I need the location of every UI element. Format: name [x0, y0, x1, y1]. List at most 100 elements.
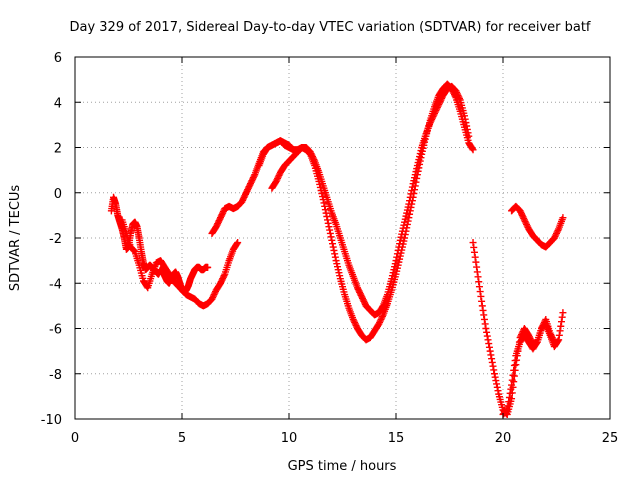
data-point-marker [490, 370, 498, 378]
series-track-5 [268, 80, 477, 344]
data-point-marker [510, 361, 518, 369]
y-tick-label: -4 [49, 277, 62, 292]
data-point-marker [485, 343, 493, 351]
data-point-marker [408, 200, 416, 208]
chart-title: Day 329 of 2017, Sidereal Day-to-day VTE… [69, 20, 590, 35]
x-tick-label: 10 [281, 431, 298, 446]
data-point-marker [404, 217, 412, 225]
data-point-marker [451, 92, 459, 100]
data-point-marker [402, 227, 410, 235]
x-tick-label: 5 [178, 431, 186, 446]
data-point-marker [325, 223, 333, 231]
data-point-marker [129, 246, 137, 254]
data-point-marker [493, 383, 501, 391]
y-tick-label: -8 [49, 368, 62, 383]
data-point-marker [559, 309, 567, 317]
series-track-2 [118, 216, 242, 310]
data-point-marker [507, 385, 515, 393]
data-point-marker [417, 154, 425, 162]
data-point-marker [511, 357, 519, 365]
data-point-marker [413, 174, 421, 182]
data-point-marker [503, 406, 511, 414]
data-point-marker [505, 394, 513, 402]
data-point-marker [468, 145, 476, 153]
series-track-7 [499, 315, 558, 418]
data-point-marker [415, 164, 423, 172]
data-point-marker [472, 258, 480, 266]
axis-ticks: 0 5 10 15 20 25 -10 -8 -6 -4 -2 0 2 4 6 [41, 51, 619, 446]
data-point-marker [478, 302, 486, 310]
data-point-marker [554, 226, 562, 234]
y-tick-label: 0 [54, 187, 62, 202]
data-point-marker [474, 273, 482, 281]
data-point-marker [480, 315, 488, 323]
data-point-marker [324, 219, 332, 227]
data-point-marker [508, 376, 516, 384]
data-point-marker [479, 306, 487, 314]
data-point-marker [484, 336, 492, 344]
data-point-marker [494, 387, 502, 395]
data-point-marker [409, 193, 417, 201]
x-tick-label: 15 [388, 431, 405, 446]
data-point-marker [550, 337, 558, 345]
data-point-marker [508, 381, 516, 389]
data-point-marker [473, 268, 481, 276]
data-point-marker [331, 253, 339, 261]
data-point-marker [220, 272, 228, 280]
data-point-marker [323, 213, 331, 221]
data-point-marker [414, 167, 422, 175]
y-tick-label: 2 [54, 142, 62, 157]
data-point-marker [510, 366, 518, 374]
data-point-marker [469, 146, 477, 154]
data-point-marker [413, 171, 421, 179]
data-point-marker [478, 297, 486, 305]
data-point-marker [234, 239, 242, 247]
data-point-marker [471, 253, 479, 261]
data-point-marker [487, 351, 495, 359]
data-point-marker [483, 332, 491, 340]
grid [75, 57, 610, 419]
data-point-marker [492, 377, 500, 385]
data-point-marker [512, 361, 520, 369]
data-point-marker [558, 313, 566, 321]
data-point-marker [321, 202, 329, 210]
data-point-marker [469, 239, 477, 247]
data-point-marker [406, 210, 414, 218]
data-point-marker [481, 320, 489, 328]
data-point-marker [378, 312, 386, 320]
y-tick-label: -2 [49, 232, 62, 247]
data-point-marker [324, 216, 332, 224]
data-point-marker [327, 233, 335, 241]
data-point-marker [510, 372, 518, 380]
data-point-marker [506, 389, 514, 397]
data-point-marker [407, 203, 415, 211]
series-track-8 [508, 202, 567, 251]
data-point-marker [204, 263, 212, 271]
data-point-marker [319, 196, 327, 204]
data-point-marker [555, 331, 563, 339]
data-point-marker [502, 407, 510, 415]
data-point-marker [491, 373, 499, 381]
data-point-marker [322, 209, 330, 217]
data-point-marker [326, 229, 334, 237]
y-tick-label: -10 [41, 413, 62, 428]
data-point-marker [403, 224, 411, 232]
data-point-marker [329, 240, 337, 248]
data-point-marker [473, 263, 481, 271]
data-point-marker [401, 231, 409, 239]
y-axis-label: SDTVAR / TECUs [8, 185, 23, 292]
y-tick-label: 6 [54, 51, 62, 66]
y-tick-label: 4 [54, 96, 62, 111]
data-markers [107, 80, 567, 418]
y-tick-label: -6 [49, 323, 62, 338]
data-point-marker [559, 214, 567, 222]
data-point-marker [550, 338, 558, 346]
data-point-marker [482, 325, 490, 332]
data-point-marker [483, 328, 491, 336]
data-point-marker [321, 206, 329, 214]
data-point-marker [408, 197, 416, 205]
data-point-marker [486, 347, 494, 355]
data-point-marker [477, 292, 485, 300]
data-point-marker [328, 236, 336, 244]
